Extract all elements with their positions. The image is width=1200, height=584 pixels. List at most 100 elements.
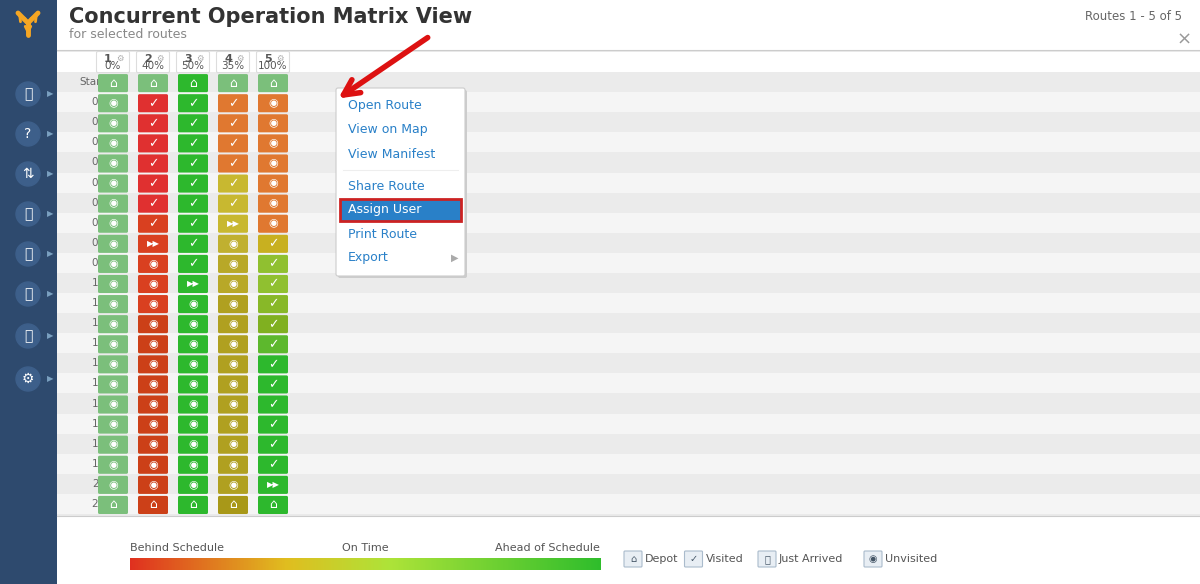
Text: 10: 10 [92,278,106,288]
FancyBboxPatch shape [178,275,208,293]
Text: ✓: ✓ [228,97,239,110]
Text: ⚙: ⚙ [236,54,244,63]
FancyBboxPatch shape [218,315,248,333]
FancyBboxPatch shape [462,558,464,570]
Text: ◉: ◉ [148,319,158,329]
FancyBboxPatch shape [446,558,449,570]
FancyBboxPatch shape [348,558,350,570]
FancyBboxPatch shape [58,394,1200,413]
FancyBboxPatch shape [169,558,172,570]
FancyBboxPatch shape [138,194,168,213]
FancyBboxPatch shape [138,395,168,413]
FancyBboxPatch shape [157,558,158,570]
Text: ◉: ◉ [148,480,158,490]
FancyBboxPatch shape [523,558,526,570]
FancyBboxPatch shape [385,558,388,570]
FancyBboxPatch shape [149,558,151,570]
FancyBboxPatch shape [58,152,1200,172]
Text: ✓: ✓ [228,137,239,150]
Text: ◉: ◉ [148,420,158,430]
FancyBboxPatch shape [383,558,384,570]
FancyBboxPatch shape [422,558,425,570]
FancyBboxPatch shape [319,558,322,570]
Text: ⚙: ⚙ [276,54,283,63]
Circle shape [16,367,40,391]
FancyBboxPatch shape [138,456,168,474]
Text: View Manifest: View Manifest [348,148,436,161]
FancyBboxPatch shape [518,558,521,570]
Text: 0%: 0% [104,61,121,71]
Text: ⌂: ⌂ [269,499,277,512]
FancyBboxPatch shape [443,558,445,570]
Text: ⌂: ⌂ [109,77,116,89]
FancyBboxPatch shape [58,92,1200,112]
FancyBboxPatch shape [98,315,128,333]
Text: ?: ? [24,127,31,141]
FancyBboxPatch shape [218,275,248,293]
FancyBboxPatch shape [98,194,128,213]
Text: ✓: ✓ [268,277,278,290]
FancyBboxPatch shape [281,558,282,570]
FancyBboxPatch shape [581,558,583,570]
FancyBboxPatch shape [218,235,248,253]
Text: ◉: ◉ [188,339,198,349]
FancyBboxPatch shape [138,355,168,373]
FancyBboxPatch shape [258,94,288,112]
FancyBboxPatch shape [252,558,254,570]
FancyBboxPatch shape [258,315,288,333]
FancyBboxPatch shape [58,474,1200,494]
Text: ◉: ◉ [188,460,198,470]
FancyBboxPatch shape [439,558,440,570]
FancyBboxPatch shape [150,558,152,570]
FancyBboxPatch shape [539,558,541,570]
FancyBboxPatch shape [448,558,450,570]
FancyBboxPatch shape [58,72,1200,92]
FancyBboxPatch shape [409,558,410,570]
Text: ⇅: ⇅ [22,167,34,181]
FancyBboxPatch shape [355,558,358,570]
Text: ✓: ✓ [187,217,198,230]
FancyBboxPatch shape [98,175,128,193]
Text: 📈: 📈 [24,329,32,343]
FancyBboxPatch shape [181,558,184,570]
FancyBboxPatch shape [467,558,469,570]
Text: ▶▶: ▶▶ [227,219,240,228]
Text: ✓: ✓ [148,177,158,190]
FancyBboxPatch shape [98,215,128,233]
FancyBboxPatch shape [194,558,197,570]
Text: ×: × [1177,31,1192,49]
Text: 14: 14 [91,359,106,369]
FancyBboxPatch shape [298,558,300,570]
Text: ◉: ◉ [188,420,198,430]
FancyBboxPatch shape [235,558,238,570]
FancyBboxPatch shape [137,51,169,72]
FancyBboxPatch shape [227,558,229,570]
FancyBboxPatch shape [463,558,466,570]
FancyBboxPatch shape [138,235,168,253]
Text: ◉: ◉ [148,299,158,309]
Text: Ahead of Schedule: Ahead of Schedule [496,543,600,553]
FancyBboxPatch shape [336,88,466,276]
FancyBboxPatch shape [534,558,536,570]
FancyBboxPatch shape [384,558,386,570]
FancyBboxPatch shape [511,558,512,570]
FancyBboxPatch shape [58,413,1200,434]
FancyBboxPatch shape [178,215,208,233]
FancyBboxPatch shape [373,558,374,570]
FancyBboxPatch shape [376,558,378,570]
Text: ✓: ✓ [268,298,278,311]
FancyBboxPatch shape [560,558,563,570]
FancyBboxPatch shape [293,558,295,570]
FancyBboxPatch shape [258,335,288,353]
FancyBboxPatch shape [520,558,522,570]
FancyBboxPatch shape [307,558,310,570]
FancyBboxPatch shape [230,558,233,570]
FancyBboxPatch shape [503,558,505,570]
Text: 📦: 📦 [24,247,32,261]
Text: ✓: ✓ [268,418,278,431]
FancyBboxPatch shape [455,558,456,570]
FancyBboxPatch shape [178,558,179,570]
FancyBboxPatch shape [404,558,407,570]
FancyBboxPatch shape [684,551,702,567]
FancyBboxPatch shape [431,558,433,570]
